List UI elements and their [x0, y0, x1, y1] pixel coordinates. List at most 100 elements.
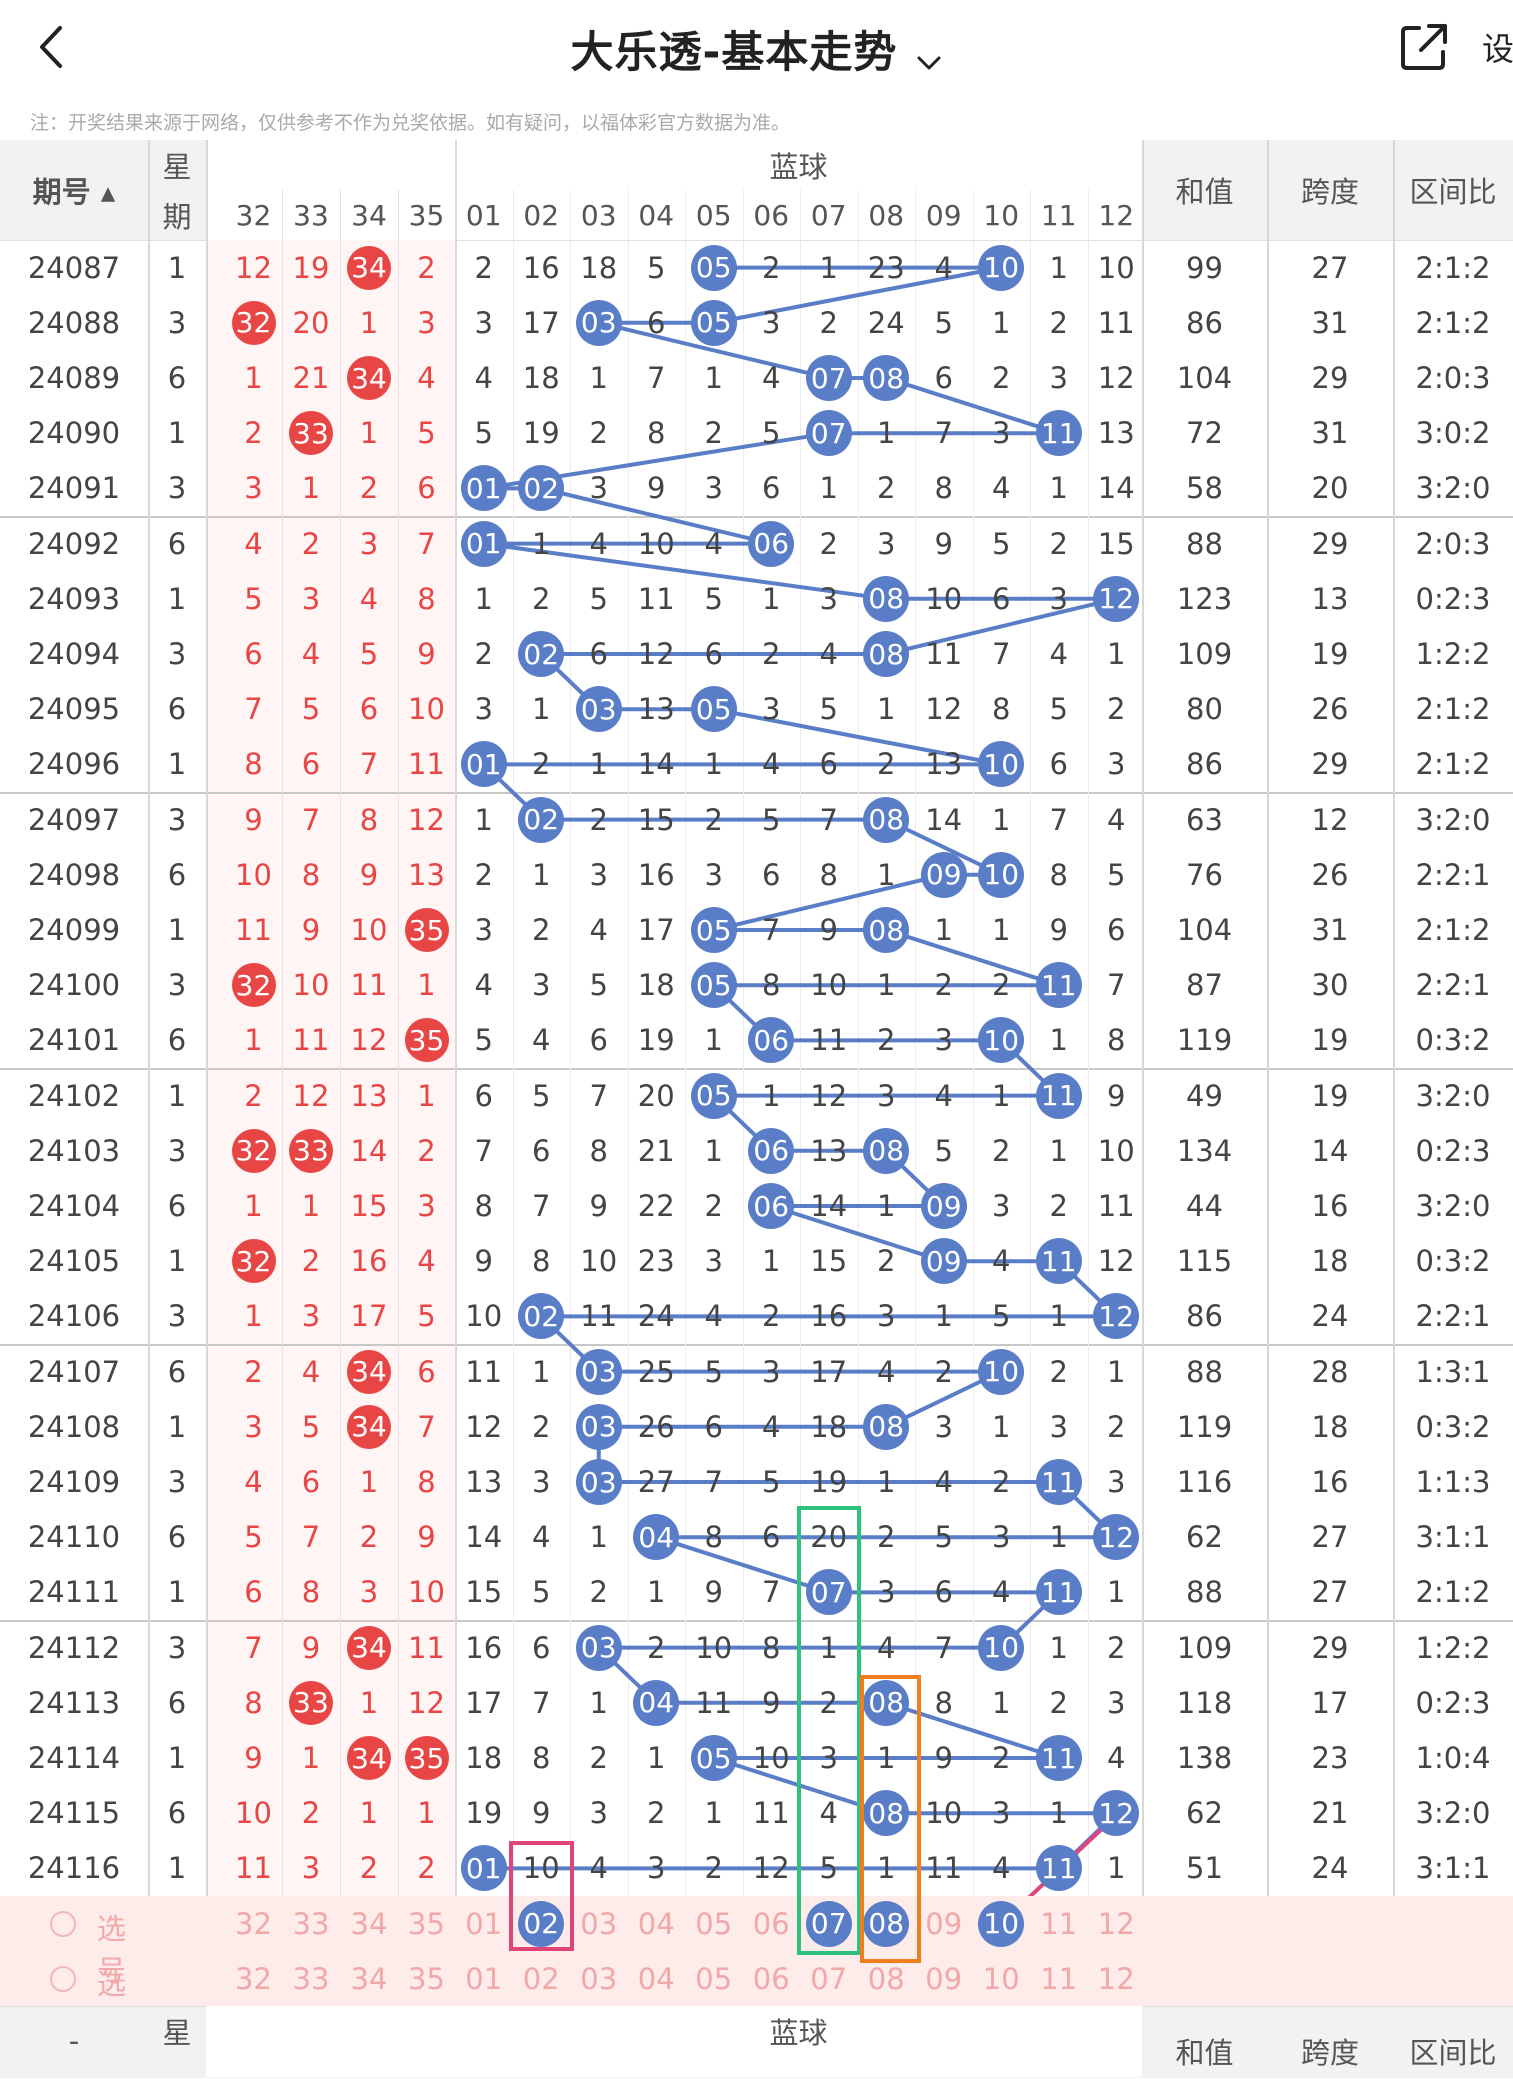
- blue-ball: 11: [1035, 1459, 1082, 1505]
- back-arrow-icon[interactable]: [30, 22, 74, 72]
- pick-blue-num[interactable]: 01: [465, 1906, 503, 1941]
- pick-red-num[interactable]: 35: [408, 1906, 445, 1941]
- ratio-cell: 0:3:2: [1415, 1023, 1491, 1058]
- pick-blue-num[interactable]: 04: [637, 1961, 675, 1996]
- blue-miss-cell: 8: [934, 471, 953, 506]
- pick-blue-ball[interactable]: 10: [978, 1900, 1025, 1947]
- blue-miss-cell: 2: [532, 912, 551, 947]
- red-miss-cell: 12: [408, 1685, 445, 1720]
- pick-blue-num[interactable]: 06: [752, 1906, 790, 1941]
- blue-miss-cell: 11: [752, 1796, 790, 1831]
- red-ball: 35: [404, 1736, 449, 1780]
- red-miss-cell: 10: [408, 1575, 445, 1610]
- pick-red-num[interactable]: 34: [350, 1961, 388, 1996]
- pick-red-num[interactable]: 32: [235, 1906, 272, 1941]
- highlight-box-orange: [859, 1675, 921, 1964]
- issue-cell: 24104: [27, 1188, 121, 1223]
- blue-miss-cell: 14: [925, 802, 963, 837]
- pick-red-num[interactable]: 32: [235, 1961, 272, 1996]
- red-miss-cell: 1: [244, 1188, 263, 1223]
- blue-ball: 09: [920, 851, 967, 898]
- pick-blue-num[interactable]: 04: [637, 1906, 675, 1941]
- settings-button[interactable]: 设: [1482, 30, 1513, 68]
- span-cell: 20: [1311, 471, 1349, 506]
- pick-blue-num[interactable]: 12: [1097, 1906, 1135, 1941]
- pick-blue-num[interactable]: 06: [752, 1961, 790, 1996]
- blue-ball: 08: [863, 907, 910, 953]
- pick-radio[interactable]: [50, 1910, 76, 1937]
- title-wrap[interactable]: 大乐透-基本走势: [0, 18, 1513, 80]
- blue-miss-cell: 2: [474, 250, 493, 285]
- week-cell: 3: [167, 636, 187, 671]
- blue-ball: 08: [863, 1127, 910, 1174]
- pick-blue-num[interactable]: 10: [982, 1961, 1020, 1996]
- blue-miss-cell: 5: [589, 581, 608, 616]
- blue-miss-cell: 11: [925, 1851, 963, 1886]
- pick-blue-num[interactable]: 05: [695, 1906, 733, 1941]
- blue-miss-cell: 1: [877, 416, 896, 451]
- pick-blue-num[interactable]: 09: [925, 1906, 963, 1941]
- blue-miss-cell: 16: [465, 1630, 503, 1665]
- blue-miss-cell: 2: [704, 1188, 723, 1223]
- pick-red-num[interactable]: 33: [292, 1961, 330, 1996]
- red-miss-cell: 5: [417, 1299, 436, 1334]
- blue-ball: 11: [1035, 1072, 1082, 1119]
- blue-ball: 10: [978, 1017, 1025, 1064]
- pick-blue-ball[interactable]: 02: [518, 1900, 565, 1947]
- blue-miss-cell: 1: [762, 1078, 781, 1113]
- issue-cell: 24094: [27, 636, 121, 671]
- blue-miss-cell: 3: [762, 692, 781, 727]
- pick-red-num[interactable]: 33: [292, 1906, 330, 1941]
- blue-miss-cell: 2: [704, 416, 723, 451]
- blue-miss-cell: 19: [522, 416, 560, 451]
- ratio-cell: 1:1:3: [1415, 1464, 1491, 1499]
- pick-blue-num[interactable]: 01: [465, 1961, 503, 1996]
- pick-red-num[interactable]: 34: [350, 1906, 388, 1941]
- blue-miss-cell: 9: [1107, 1078, 1126, 1113]
- pick-blue-num[interactable]: 05: [695, 1961, 733, 1996]
- issue-header[interactable]: 期号 ▴: [32, 175, 116, 209]
- pick-blue-num[interactable]: 03: [580, 1961, 618, 1996]
- blue-miss-cell: 1: [877, 1740, 896, 1775]
- span-cell: 16: [1311, 1464, 1349, 1499]
- blue-miss-cell: 1: [1049, 250, 1068, 285]
- pick-blue-num[interactable]: 11: [1040, 1961, 1078, 1996]
- week-cell: 1: [167, 1078, 187, 1113]
- blue-miss-cell: 4: [992, 471, 1011, 506]
- pick-blue-num[interactable]: 08: [867, 1961, 905, 1996]
- pick-blue-num[interactable]: 02: [522, 1961, 560, 1996]
- blue-miss-cell: 2: [1049, 1354, 1068, 1389]
- blue-ball: 10: [978, 1624, 1025, 1671]
- pick-red-num[interactable]: 35: [408, 1961, 445, 1996]
- blue-miss-cell: 8: [532, 1244, 551, 1279]
- sum-cell: 104: [1176, 912, 1233, 947]
- blue-miss-cell: 7: [1107, 968, 1126, 1003]
- blue-miss-cell: 6: [1107, 912, 1126, 947]
- blue-miss-cell: 2: [532, 581, 551, 616]
- pick-blue-num[interactable]: 03: [580, 1906, 618, 1941]
- sum-cell: 87: [1186, 968, 1223, 1003]
- blue-miss-cell: 3: [474, 305, 493, 340]
- blue-miss-cell: 17: [810, 1354, 848, 1389]
- pick-radio[interactable]: [50, 1965, 76, 1992]
- blue-miss-cell: 18: [522, 360, 560, 395]
- red-ball: 34: [347, 1349, 391, 1394]
- red-miss-cell: 3: [301, 581, 321, 616]
- blue-miss-cell: 2: [819, 526, 838, 561]
- week-cell: 1: [167, 1851, 187, 1886]
- pick-blue-ball[interactable]: 07: [805, 1900, 852, 1947]
- issue-cell: 24109: [27, 1464, 121, 1499]
- pick-label[interactable]: 选号: [97, 1911, 127, 1988]
- blue-miss-cell: 13: [637, 692, 675, 727]
- blue-miss-cell: 4: [532, 1520, 551, 1555]
- pick-blue-num[interactable]: 09: [925, 1961, 963, 1996]
- pick-blue-num[interactable]: 11: [1040, 1906, 1078, 1941]
- pick-blue-ball[interactable]: 08: [863, 1900, 910, 1947]
- red-miss-cell: 15: [350, 1188, 388, 1223]
- pick-blue-num[interactable]: 07: [810, 1961, 848, 1996]
- red-miss-cell: 6: [359, 692, 379, 727]
- pick-blue-num[interactable]: 12: [1097, 1961, 1135, 1996]
- ratio-cell: 1:0:4: [1415, 1740, 1491, 1775]
- span-cell: 29: [1311, 360, 1349, 395]
- share-icon[interactable]: [1397, 20, 1451, 74]
